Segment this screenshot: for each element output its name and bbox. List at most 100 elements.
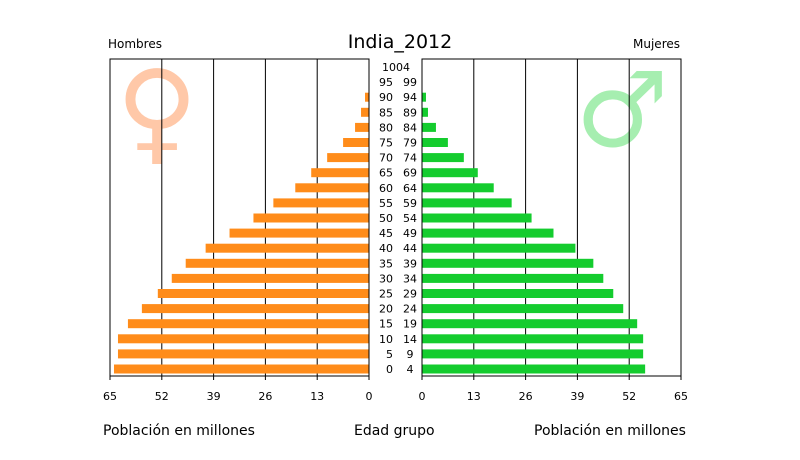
age-label-hi-65: 69: [403, 167, 417, 180]
age-label-lo-95: 95: [379, 76, 393, 89]
age-label-lo-90: 90: [379, 91, 393, 104]
right-panel-frame: [421, 58, 682, 377]
bar-mujeres-55: [422, 198, 512, 208]
age-label-lo-55: 55: [379, 197, 393, 210]
tick-label-left-39: 39: [207, 390, 221, 403]
bar-mujeres-40: [422, 243, 576, 253]
age-label-hi-80: 84: [403, 121, 417, 134]
bar-hombres-15: [127, 319, 369, 329]
bar-hombres-25: [157, 289, 369, 298]
bar-mujeres-50: [422, 213, 532, 223]
bar-hombres-10: [117, 334, 369, 344]
male-symbol-icon: ♂: [575, 49, 668, 171]
age-label-lo-20: 20: [379, 303, 393, 316]
age-label-lo-65: 65: [379, 167, 393, 180]
age-label-hi-55: 59: [403, 197, 417, 210]
tick-label-right-0: 0: [419, 390, 426, 403]
right-header-mujeres: Mujeres: [633, 37, 680, 51]
bar-mujeres-70: [422, 153, 464, 163]
bar-hombres-75: [343, 138, 369, 147]
tick-label-left-65: 65: [103, 390, 117, 403]
age-label-hi-45: 49: [403, 227, 417, 240]
female-symbol-icon: ♀: [116, 47, 198, 177]
age-label-lo-35: 35: [379, 257, 393, 270]
bar-hombres-0: [113, 364, 369, 374]
age-label-hi-0: 4: [407, 363, 414, 376]
age-label-hi-35: 39: [403, 257, 417, 270]
bar-hombres-40: [205, 243, 369, 253]
bar-hombres-60: [295, 183, 369, 193]
bar-mujeres-30: [422, 273, 604, 283]
age-label-hi-25: 29: [403, 288, 417, 301]
left-header-hombres: Hombres: [108, 37, 162, 51]
tick-label-left-52: 52: [155, 390, 169, 403]
bar-hombres-80: [355, 122, 369, 132]
bar-hombres-35: [185, 258, 369, 268]
tick-label-right-65: 65: [674, 390, 688, 403]
age-label-hi-50: 54: [403, 212, 417, 225]
bar-hombres-90: [365, 92, 369, 102]
age-label-lo-70: 70: [379, 152, 393, 165]
age-label-hi-60: 64: [403, 182, 417, 195]
tick-label-right-52: 52: [622, 390, 636, 403]
age-label-hi-85: 89: [403, 106, 417, 119]
age-label-lo-50: 50: [379, 212, 393, 225]
age-label-hi-10: 14: [403, 333, 417, 346]
bar-mujeres-15: [422, 319, 638, 329]
bar-mujeres-75: [422, 138, 448, 147]
bar-mujeres-80: [422, 122, 436, 132]
age-label-hi-30: 34: [403, 272, 417, 285]
age-label-top: 1004: [382, 61, 410, 74]
bar-hombres-65: [311, 168, 369, 178]
bar-hombres-45: [229, 228, 369, 238]
left-axis-label: Población en millones: [103, 423, 255, 439]
age-label-hi-5: 9: [407, 348, 414, 361]
bar-hombres-5: [117, 349, 369, 359]
bar-hombres-50: [253, 213, 369, 223]
age-label-hi-40: 44: [403, 242, 417, 255]
age-label-lo-40: 40: [379, 242, 393, 255]
bar-mujeres-20: [422, 304, 624, 314]
age-label-lo-25: 25: [379, 288, 393, 301]
tick-label-right-39: 39: [570, 390, 584, 403]
bar-mujeres-10: [422, 334, 644, 344]
tick-label-left-13: 13: [310, 390, 324, 403]
age-label-lo-75: 75: [379, 137, 393, 150]
tick-label-right-26: 26: [519, 390, 533, 403]
tick-label-left-0: 0: [366, 390, 373, 403]
age-label-lo-5: 5: [386, 348, 393, 361]
bar-mujeres-0: [422, 364, 646, 374]
bar-mujeres-45: [422, 228, 554, 238]
age-label-lo-15: 15: [379, 318, 393, 331]
age-label-lo-45: 45: [379, 227, 393, 240]
bar-hombres-30: [171, 273, 369, 283]
bar-mujeres-25: [422, 289, 614, 298]
age-label-lo-30: 30: [379, 272, 393, 285]
center-axis-label: Edad grupo: [354, 423, 435, 439]
chart-title: India_2012: [347, 31, 453, 53]
age-label-hi-70: 74: [403, 152, 417, 165]
left-panel-frame: [109, 58, 370, 377]
age-label-hi-20: 24: [403, 303, 417, 316]
age-label-lo-0: 0: [386, 363, 393, 376]
bar-mujeres-65: [422, 168, 478, 178]
bar-hombres-55: [273, 198, 369, 208]
age-label-hi-95: 99: [403, 76, 417, 89]
bar-mujeres-5: [422, 349, 644, 359]
bar-mujeres-90: [422, 92, 426, 102]
bar-hombres-20: [141, 304, 369, 314]
right-axis-label: Población en millones: [534, 423, 686, 439]
age-label-lo-10: 10: [379, 333, 393, 346]
age-label-hi-15: 19: [403, 318, 417, 331]
age-label-lo-80: 80: [379, 121, 393, 134]
bar-hombres-70: [327, 153, 369, 163]
tick-label-left-26: 26: [258, 390, 272, 403]
bar-hombres-85: [361, 107, 369, 117]
age-label-lo-60: 60: [379, 182, 393, 195]
tick-label-right-13: 13: [467, 390, 481, 403]
age-label-hi-75: 79: [403, 137, 417, 150]
age-label-lo-85: 85: [379, 106, 393, 119]
bar-mujeres-60: [422, 183, 494, 193]
bar-mujeres-85: [422, 107, 428, 117]
